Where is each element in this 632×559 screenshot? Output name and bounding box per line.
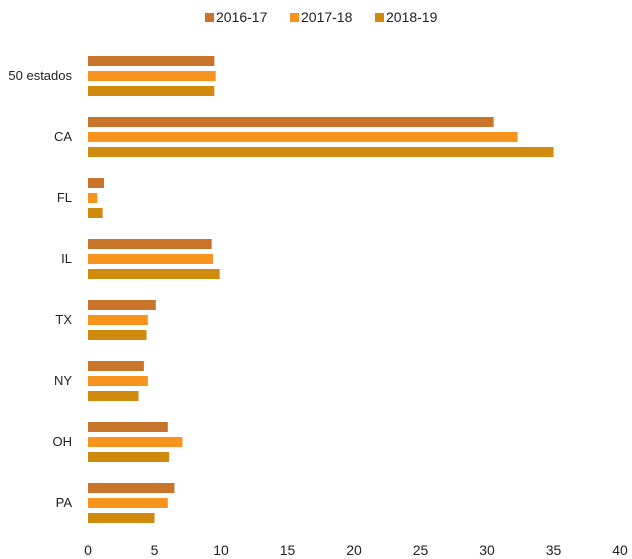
- bar-IL-2017-18: [88, 254, 214, 264]
- bar-FL-2017-18: [88, 193, 98, 203]
- x-axis-tick-labels: 0 5 10 15 20 25 30 35 40: [84, 542, 628, 558]
- bar-IL-2018-19: [88, 269, 220, 279]
- x-tick-label-20: 20: [346, 542, 362, 558]
- category-label-IL: IL: [61, 251, 72, 266]
- bar-50-estados-2017-18: [88, 71, 216, 81]
- x-tick-label-30: 30: [479, 542, 495, 558]
- legend-label-2018-19: 2018-19: [386, 9, 438, 25]
- legend: 2016-17 2017-18 2018-19: [205, 9, 438, 25]
- legend-swatch-2017-18: [290, 13, 299, 22]
- category-label-50-estados: 50 estados: [8, 68, 72, 83]
- bar-NY-2016-17: [88, 361, 144, 371]
- category-labels: 50 estados CA FL IL TX NY OH PA: [8, 68, 72, 510]
- bar-TX-2017-18: [88, 315, 148, 325]
- category-label-CA: CA: [54, 129, 72, 144]
- bar-TX-2016-17: [88, 300, 156, 310]
- bar-OH-2016-17: [88, 422, 168, 432]
- bar-OH-2017-18: [88, 437, 183, 447]
- x-tick-label-0: 0: [84, 542, 92, 558]
- bar-OH-2018-19: [88, 452, 170, 462]
- legend-label-2016-17: 2016-17: [216, 9, 268, 25]
- bar-CA-2016-17: [88, 117, 494, 127]
- bar-CA-2017-18: [88, 132, 518, 142]
- bar-PA-2017-18: [88, 498, 168, 508]
- x-tick-label-5: 5: [151, 542, 159, 558]
- category-label-PA: PA: [56, 495, 73, 510]
- category-label-NY: NY: [54, 373, 72, 388]
- bar-PA-2018-19: [88, 513, 155, 523]
- x-tick-label-25: 25: [413, 542, 429, 558]
- bar-50-estados-2016-17: [88, 56, 215, 66]
- x-tick-label-40: 40: [612, 542, 628, 558]
- bars-group: [88, 56, 554, 523]
- category-label-TX: TX: [55, 312, 72, 327]
- legend-swatch-2016-17: [205, 13, 214, 22]
- bar-FL-2018-19: [88, 208, 103, 218]
- legend-label-2017-18: 2017-18: [301, 9, 353, 25]
- x-tick-label-15: 15: [280, 542, 296, 558]
- category-label-OH: OH: [53, 434, 73, 449]
- x-tick-label-10: 10: [213, 542, 229, 558]
- legend-swatch-2018-19: [375, 13, 384, 22]
- bar-NY-2018-19: [88, 391, 139, 401]
- bar-TX-2018-19: [88, 330, 147, 340]
- category-label-FL: FL: [57, 190, 72, 205]
- bar-CA-2018-19: [88, 147, 554, 157]
- bar-FL-2016-17: [88, 178, 104, 188]
- bar-NY-2017-18: [88, 376, 148, 386]
- x-tick-label-35: 35: [546, 542, 562, 558]
- bar-PA-2016-17: [88, 483, 175, 493]
- bar-50-estados-2018-19: [88, 86, 215, 96]
- bar-IL-2016-17: [88, 239, 212, 249]
